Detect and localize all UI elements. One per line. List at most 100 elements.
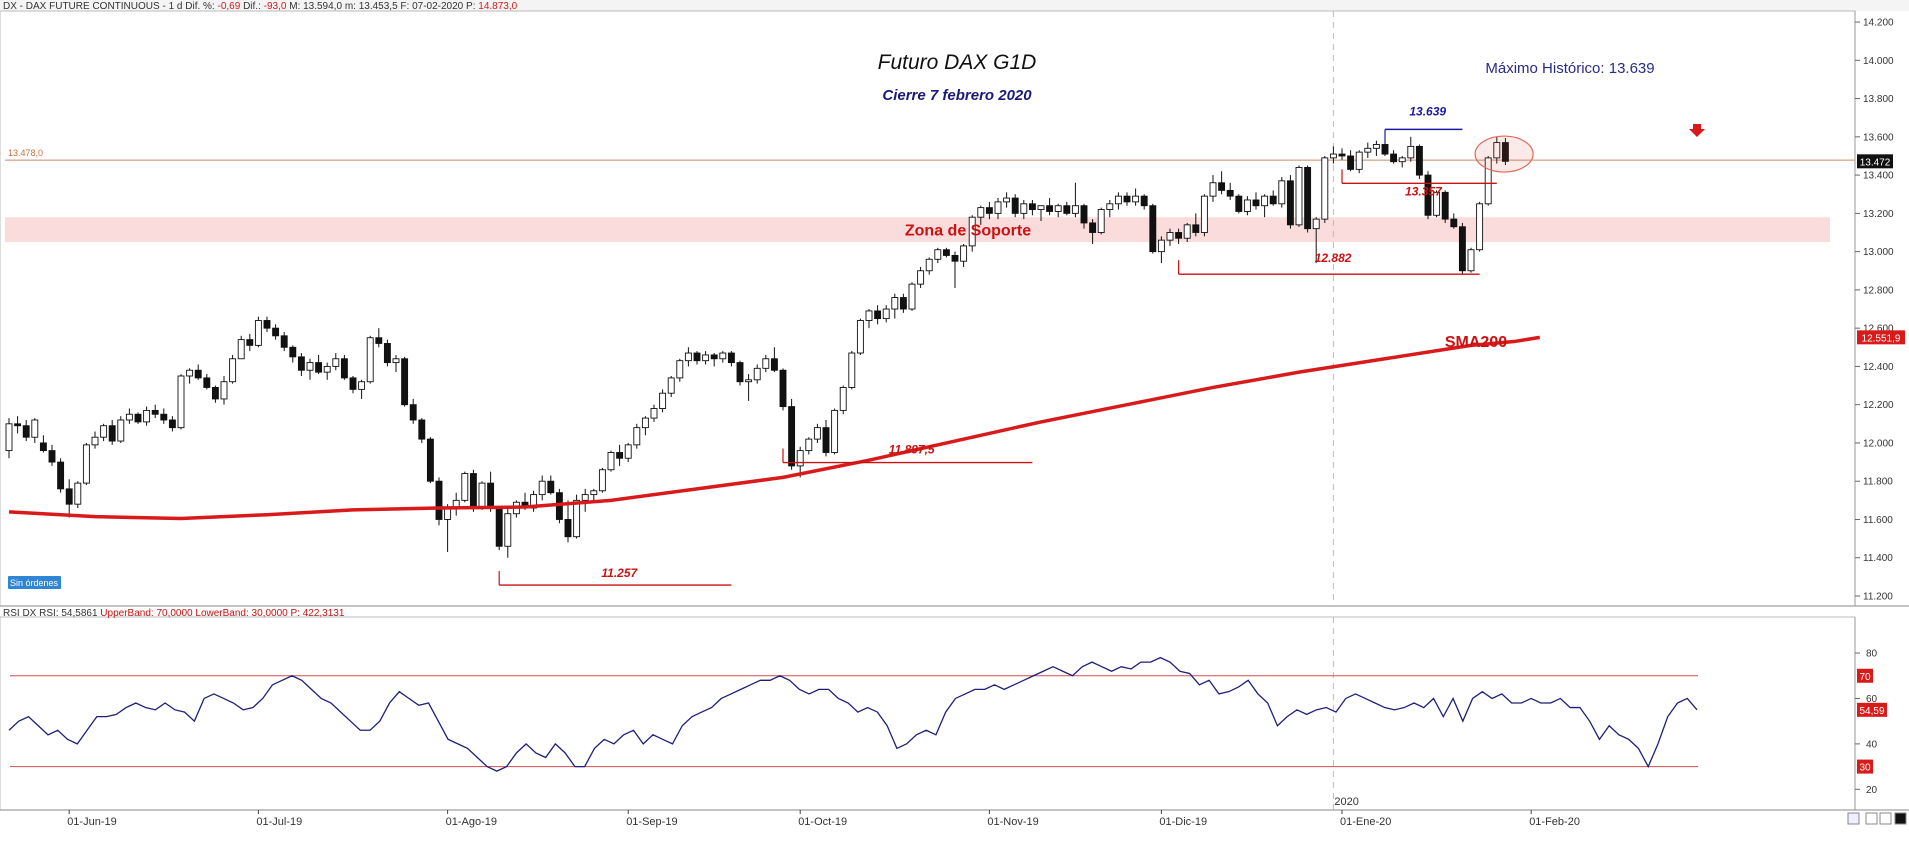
- candle-body-up: [908, 283, 916, 310]
- candle: [1286, 175, 1294, 229]
- candle: [624, 442, 632, 463]
- candle-body-up: [805, 438, 813, 452]
- candle: [891, 293, 899, 319]
- candle-body-up: [925, 258, 933, 272]
- candle-body-up: [91, 436, 99, 446]
- candle-body-up: [659, 392, 667, 409]
- candle-body-up: [848, 352, 856, 388]
- candle: [14, 416, 22, 434]
- candle-body-down: [246, 339, 254, 346]
- candle: [831, 408, 839, 455]
- candle: [693, 351, 701, 365]
- candle-body-up: [504, 513, 512, 547]
- sma-layer: [8, 335, 1541, 521]
- candle: [925, 257, 933, 275]
- candle-body-down: [383, 343, 391, 364]
- candle: [108, 419, 116, 445]
- orders-badge[interactable]: Sin órdenes: [8, 576, 61, 589]
- candle-body-down: [1390, 153, 1398, 163]
- candle: [452, 492, 460, 516]
- candle-body-up: [229, 358, 237, 383]
- candle-body-down: [65, 488, 73, 505]
- candle: [125, 408, 133, 424]
- rsi-lower-badge-text: 30: [1859, 763, 1871, 774]
- candle-body-down: [874, 310, 882, 320]
- candle: [65, 479, 73, 518]
- candle: [1329, 146, 1337, 164]
- time-tick-label: 01-Ene-20: [1340, 816, 1391, 828]
- candle: [530, 490, 538, 512]
- rsi-tick-label: 40: [1866, 739, 1878, 750]
- candle: [409, 398, 417, 424]
- layout-icon[interactable]: [1879, 812, 1892, 825]
- candle: [117, 416, 125, 443]
- candle: [1467, 247, 1475, 273]
- candle: [899, 293, 907, 313]
- candle-body-down: [779, 369, 787, 408]
- candle-body-up: [684, 352, 692, 362]
- candle: [917, 266, 925, 288]
- price-tick-label: 13.600: [1863, 132, 1894, 143]
- candle-body-up: [254, 320, 262, 346]
- candle: [1063, 201, 1071, 216]
- candle-body-up: [1329, 153, 1337, 159]
- candle: [951, 251, 959, 288]
- price-tick-label: 12.600: [1863, 324, 1894, 335]
- candle: [1028, 199, 1036, 216]
- candle-body-down: [736, 362, 744, 383]
- candle: [942, 247, 950, 258]
- candle: [1080, 203, 1088, 229]
- candle: [74, 481, 82, 508]
- candle: [1347, 150, 1355, 172]
- candle-body-down: [1501, 142, 1509, 162]
- candle: [1441, 190, 1449, 223]
- candle: [1037, 205, 1045, 222]
- candle: [968, 215, 976, 252]
- annotation-layer: 13.639 13.357 12.882 11.897,5 11.257: [498, 104, 1497, 586]
- candle: [1226, 182, 1234, 200]
- candle-body-up: [719, 352, 727, 360]
- candle-body-up: [177, 375, 185, 429]
- candle-body-down: [822, 427, 830, 453]
- rsi-tick-label: 80: [1866, 649, 1878, 660]
- candle: [805, 437, 813, 455]
- candle: [82, 442, 90, 486]
- candle-body-down: [1046, 205, 1054, 212]
- candle-body-up: [1183, 224, 1191, 239]
- sma-value-text: 12.551,9: [1862, 333, 1901, 344]
- candle-body-up: [1372, 144, 1380, 149]
- candle-body-down: [160, 413, 168, 421]
- candle-body-up: [1278, 180, 1286, 205]
- candle: [822, 419, 830, 457]
- candle-body-up: [82, 444, 90, 484]
- candle: [616, 444, 624, 466]
- candle: [1269, 190, 1277, 206]
- candle-body-up: [813, 427, 821, 440]
- price-tick-label: 13.200: [1863, 209, 1894, 220]
- candle-body-up: [968, 216, 976, 247]
- candle: [1484, 155, 1492, 206]
- candle: [57, 458, 65, 493]
- candle: [547, 475, 555, 495]
- candle: [581, 488, 589, 512]
- candle-body-up: [641, 417, 649, 429]
- price-axis: 11.200 11.400 11.600 11.800 12.000 12.200 12.4…: [1854, 11, 1905, 606]
- candles-layer: [5, 136, 1509, 558]
- candle: [813, 423, 821, 443]
- candle: [1458, 222, 1466, 275]
- candle: [289, 345, 297, 363]
- candle-body-up: [1295, 166, 1303, 226]
- candle-body-down: [263, 320, 271, 329]
- candle: [143, 406, 151, 426]
- color-icon[interactable]: [1894, 812, 1907, 825]
- candle: [401, 356, 409, 407]
- candle-body-down: [1269, 195, 1277, 205]
- candle: [985, 201, 993, 220]
- candle: [1132, 188, 1140, 206]
- save-icon[interactable]: [1865, 812, 1878, 825]
- zoom-icon[interactable]: [1847, 812, 1860, 825]
- instrument-header: DX - DAX FUTURE CONTINUOUS - 1 d Dif. %:…: [3, 1, 518, 12]
- candle: [495, 506, 503, 551]
- price-tick-label: 14.000: [1863, 56, 1894, 67]
